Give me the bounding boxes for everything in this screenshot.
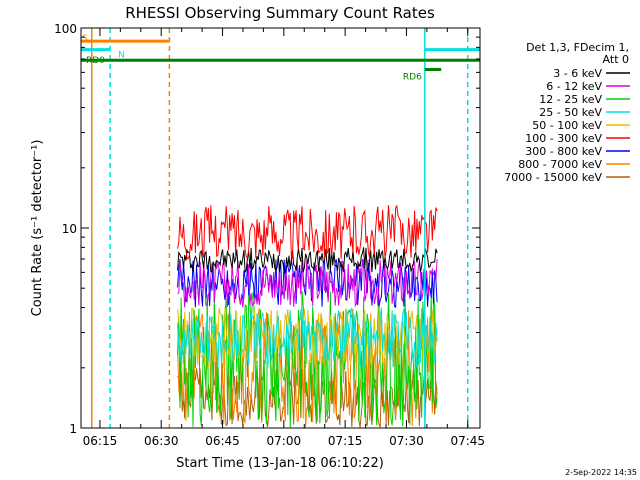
legend-label-7: 300 - 800 keV: [525, 145, 602, 158]
x-tick-label-1: 06:15: [83, 434, 118, 448]
x-axis-label: Start Time (13-Jan-18 06:10:22): [176, 456, 384, 471]
flag-label-1: S: [82, 34, 88, 44]
series-1-trace: [177, 247, 438, 274]
vertical-markers: [91, 28, 469, 428]
y-axis-label: Count Rate (s⁻¹ detector⁻¹): [30, 140, 45, 317]
flag-label-4: RD0: [86, 56, 105, 66]
legend-label-5: 50 - 100 keV: [532, 119, 602, 132]
series-2-trace: [177, 259, 438, 308]
flag-label-2: N: [118, 51, 125, 61]
legend-label-9: 7000 - 15000 keV: [504, 171, 602, 184]
legend-header-2: Att 0: [603, 53, 629, 66]
legend-label-8: 800 - 7000 keV: [518, 158, 602, 171]
x-tick-label-6: 07:30: [389, 434, 424, 448]
legend-header-1: Det 1,3, FDecim 1,: [526, 41, 629, 54]
x-tick-label-4: 07:00: [267, 434, 302, 448]
legend-label-6: 100 - 300 keV: [525, 132, 602, 145]
y-tick-label-3: 100: [54, 22, 77, 36]
series-6-trace: [177, 204, 438, 260]
flag-label-5: RD6: [403, 73, 422, 83]
series-4-trace: [177, 307, 438, 368]
legend-label-3: 12 - 25 keV: [539, 93, 602, 106]
legend-label-4: 25 - 50 keV: [539, 106, 602, 119]
x-tick-label-5: 07:15: [328, 434, 363, 448]
x-tick-label-7: 07:45: [450, 434, 485, 448]
x-tick-label-2: 06:30: [144, 434, 179, 448]
y-tick-label-1: 1: [69, 422, 77, 436]
chart-title: RHESSI Observing Summary Count Rates: [125, 4, 435, 22]
data-traces: [177, 204, 438, 428]
legend-label-1: 3 - 6 keV: [553, 67, 602, 80]
legend-label-2: 6 - 12 keV: [546, 80, 602, 93]
x-tick-label-3: 06:45: [205, 434, 240, 448]
footer-date: 2-Sep-2022 14:35: [565, 468, 637, 477]
y-axis-ticks: 1 10 100: [54, 22, 480, 436]
flag-bars: S N RD0 RD6: [81, 34, 480, 83]
y-tick-label-2: 10: [62, 222, 77, 236]
x-axis-ticks: 06:15 06:30 06:45 07:00 07:15 07:30 07:45: [83, 28, 485, 448]
series-3-trace: [177, 288, 438, 428]
